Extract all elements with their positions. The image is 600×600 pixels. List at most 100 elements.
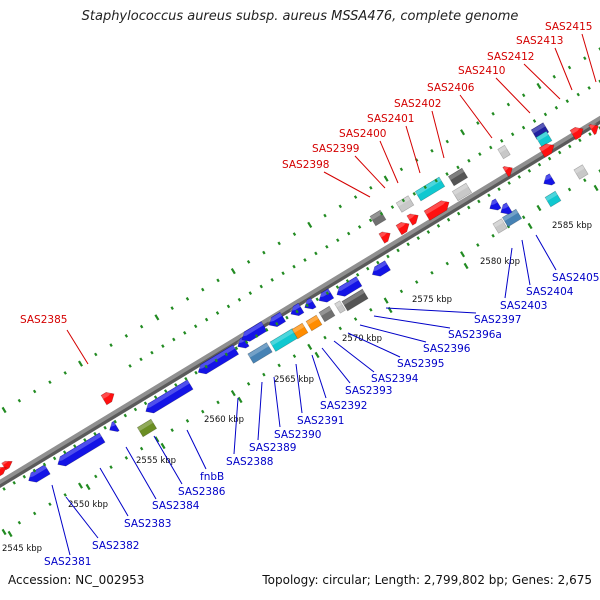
label-sas2404-text: SAS2404 xyxy=(526,286,574,298)
label-sas2382: SAS2382 xyxy=(65,496,139,552)
tick-mark xyxy=(507,181,511,185)
tick-mark xyxy=(598,47,600,51)
tick-mark xyxy=(32,389,37,394)
tick-mark xyxy=(185,297,190,301)
label-sas2405-text: SAS2405 xyxy=(552,272,599,284)
gene-sas2397-gloss xyxy=(488,199,498,206)
gene-sas2400-shape xyxy=(395,195,415,213)
tick-mark xyxy=(338,326,343,331)
tick-mark xyxy=(357,225,362,229)
tick-mark xyxy=(161,344,165,348)
tick-mark xyxy=(446,217,451,222)
label-sas2385-text: SAS2385 xyxy=(20,314,67,326)
tick-mark xyxy=(476,121,480,125)
label-sas2398-leader xyxy=(323,171,371,198)
tick-mark xyxy=(532,119,537,123)
tick-mark xyxy=(467,205,471,210)
tick-mark xyxy=(42,462,47,467)
gene-sas2404-b-shape xyxy=(500,202,513,215)
label-sas2403: SAS2403 xyxy=(500,247,547,312)
tick-mark xyxy=(345,279,350,283)
gene-sas2388-gloss xyxy=(247,342,269,358)
label-sas2383: SAS2383 xyxy=(99,467,171,530)
tick-mark xyxy=(445,261,449,266)
tick-mark xyxy=(305,303,309,308)
tick-mark xyxy=(262,372,266,377)
tick-mark xyxy=(193,324,198,329)
tick-mark xyxy=(369,307,373,312)
label-sas2410: SAS2410 xyxy=(458,65,531,114)
tick-mark xyxy=(174,383,178,387)
tick-mark xyxy=(386,254,390,259)
tick-mark xyxy=(477,199,481,204)
gene-left-red-b xyxy=(0,464,7,477)
gene-sas2415 xyxy=(588,123,599,136)
gene-sas2403-b-gloss xyxy=(493,219,504,228)
tick-mark xyxy=(456,211,461,216)
scale-tick: 2545 kbp xyxy=(2,530,42,554)
tick-mark xyxy=(506,102,511,107)
tick-mark xyxy=(172,337,176,342)
label-sas2402-leader xyxy=(431,110,445,159)
gene-sas2403-b-shape xyxy=(492,218,508,234)
tick-mark xyxy=(467,158,471,163)
label-sas2413-text: SAS2413 xyxy=(516,35,563,47)
gene-sas2388-b-shape xyxy=(237,336,250,349)
tick-mark xyxy=(170,428,174,432)
scale-tick: 2580 kbp xyxy=(480,222,533,267)
gene-sas2400-b-gloss xyxy=(396,221,408,230)
gene-sas2402-gloss xyxy=(415,177,442,196)
gene-sas2382 xyxy=(56,432,106,467)
gene-sas2392 xyxy=(318,305,336,323)
label-sas2388: SAS2388 xyxy=(226,397,273,468)
tick-mark xyxy=(416,236,420,240)
label-sas2403-text: SAS2403 xyxy=(500,300,547,312)
label-sas2415-leader xyxy=(581,33,597,83)
tick-mark xyxy=(230,267,236,275)
gene-sas2384 xyxy=(144,379,194,414)
gene-sas2391-gloss xyxy=(306,315,319,326)
gene-left-red-b-gloss xyxy=(0,464,5,472)
backbone xyxy=(0,115,600,485)
tick-mark xyxy=(335,285,340,289)
tick-mark xyxy=(552,74,556,79)
tick-mark xyxy=(230,389,236,397)
gene-sas2413-shape xyxy=(569,126,584,141)
label-sas2412-text: SAS2412 xyxy=(487,51,534,63)
gene-sas2404-gloss xyxy=(542,174,552,181)
gene-sas2396-shape xyxy=(371,260,391,277)
tick-mark xyxy=(368,218,373,223)
gene-sas2389-b-gloss xyxy=(240,321,264,338)
label-sas2401: SAS2401 xyxy=(367,113,421,174)
tick-mark xyxy=(366,266,370,271)
tick-mark xyxy=(194,370,198,375)
tick-mark xyxy=(547,156,552,161)
label-sas2401-text: SAS2401 xyxy=(367,113,414,125)
tick-mark xyxy=(234,346,239,351)
tick-mark xyxy=(103,425,107,430)
tick-mark xyxy=(254,334,259,338)
gene-sas2388 xyxy=(247,342,273,364)
tick-mark xyxy=(527,168,532,173)
label-sas2396a: SAS2396a xyxy=(373,315,502,341)
gene-sas2390-b-gloss xyxy=(267,312,283,323)
gene-sas2403-gloss xyxy=(502,209,519,222)
gene-sas2406-a-shape xyxy=(447,167,469,187)
tick-mark xyxy=(487,193,491,198)
label-sas2392-text: SAS2392 xyxy=(320,400,367,412)
tick-mark xyxy=(133,407,138,412)
tick-mark xyxy=(379,211,384,216)
tick-mark xyxy=(436,224,441,228)
tick-mark xyxy=(292,354,297,358)
label-sas2395-leader xyxy=(347,332,401,358)
label-sas2391: SAS2391 xyxy=(295,363,344,427)
gene-sas2404-b-gloss xyxy=(499,203,509,210)
label-sas2396-text: SAS2396 xyxy=(423,343,471,355)
map-title: Staphylococcus aureus subsp. aureus MSSA… xyxy=(81,9,519,24)
label-sas2395-text: SAS2395 xyxy=(397,358,444,370)
tick-mark xyxy=(583,56,587,61)
gene-sas2393-gloss xyxy=(334,301,342,308)
tick-mark xyxy=(338,204,343,209)
tick-mark xyxy=(430,270,434,275)
